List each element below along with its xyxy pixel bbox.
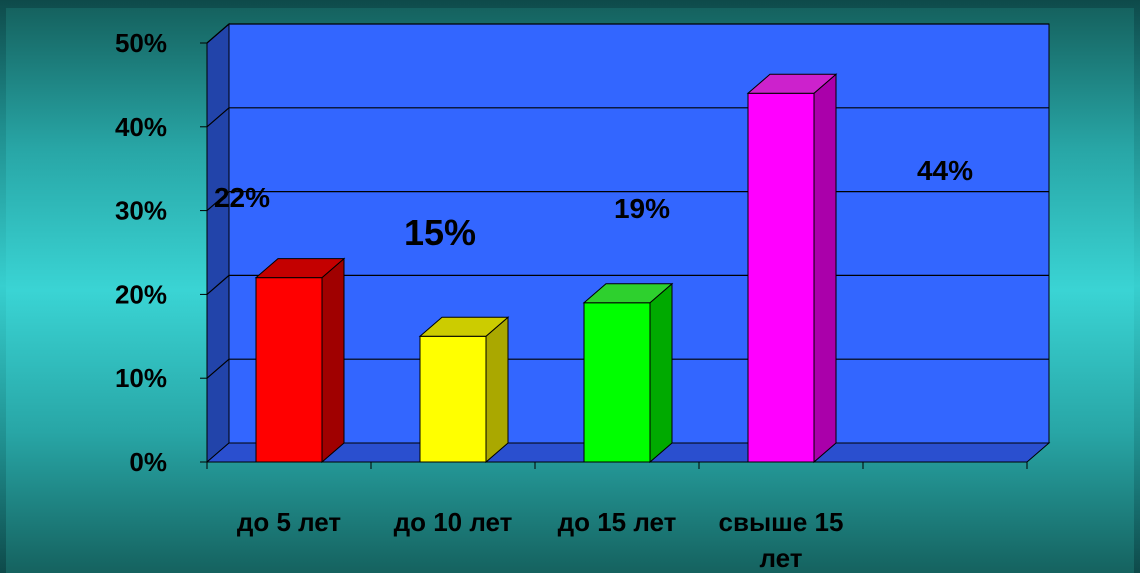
bar (419, 335, 487, 463)
bar-top (746, 73, 838, 94)
bar (255, 277, 323, 463)
bar-side (321, 257, 345, 464)
data-label: 19% (614, 193, 670, 224)
data-label: 15% (404, 212, 476, 253)
data-label: 44% (917, 155, 973, 186)
data-label: 22% (214, 182, 270, 213)
y-tick-label: 40% (115, 112, 167, 142)
y-tick-label: 50% (115, 28, 167, 58)
x-tick-label: лет (759, 543, 802, 573)
bar-side (649, 282, 673, 464)
bar-top (418, 316, 510, 337)
plot-side-wall (206, 22, 230, 464)
bar (747, 92, 815, 463)
bar (583, 302, 651, 463)
y-tick-label: 10% (115, 363, 167, 393)
y-tick-label: 0% (129, 447, 167, 477)
bar-side (813, 73, 837, 464)
bar-side (485, 316, 509, 464)
x-tick-label: свыше 15 (719, 507, 844, 537)
y-tick-label: 20% (115, 279, 167, 309)
y-tick-label: 30% (115, 196, 167, 226)
bar-top (582, 283, 674, 304)
x-tick-label: до 15 лет (558, 507, 677, 537)
x-tick-label: до 5 лет (237, 507, 342, 537)
bar-top (254, 258, 346, 279)
x-tick-label: до 10 лет (394, 507, 513, 537)
gridline (206, 23, 1049, 44)
